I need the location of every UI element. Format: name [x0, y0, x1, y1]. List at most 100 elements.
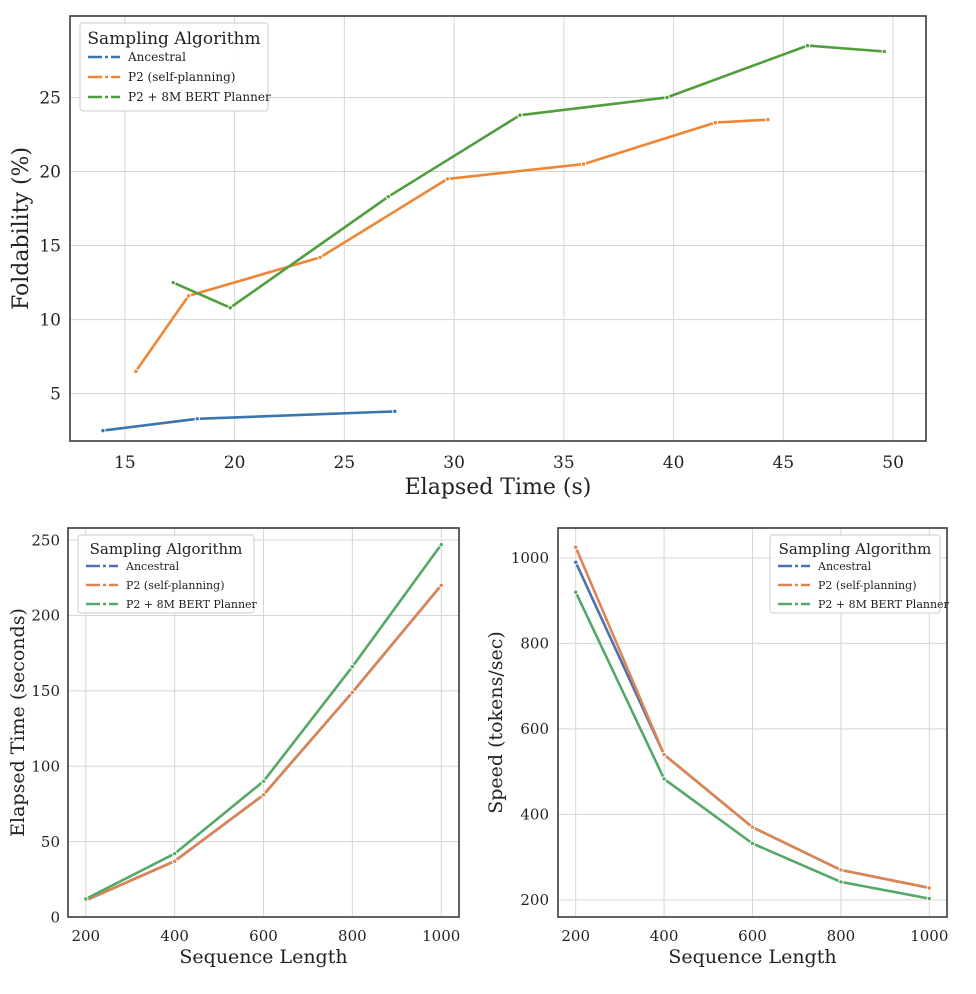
legend: Sampling Algorithm Ancestral P2 (self-plan… [77, 534, 258, 614]
data-point [664, 94, 670, 101]
legend-label: P2 + 8M BERT Planner [128, 90, 271, 104]
data-point [133, 368, 139, 375]
data-point [749, 824, 756, 830]
x-tick-label: 600 [738, 927, 767, 945]
y-tick-label: 150 [31, 682, 60, 700]
y-tick-label: 800 [520, 635, 549, 653]
data-point [385, 193, 391, 200]
legend-title: Sampling Algorithm [779, 540, 932, 558]
legend: Sampling Algorithm Ancestral P2 (self-plan… [769, 534, 950, 614]
x-tick-label: 400 [650, 927, 679, 945]
y-tick-label: 50 [41, 833, 60, 851]
x-tick-label: 600 [249, 927, 278, 945]
y-tick-label: 250 [31, 531, 60, 549]
x-tick-label: 400 [160, 927, 189, 945]
x-tick-label: 800 [338, 927, 367, 945]
y-tick-label: 15 [39, 236, 61, 256]
x-tick-label: 40 [663, 453, 685, 473]
data-point [572, 589, 579, 595]
data-point [517, 112, 523, 118]
x-axis-label: Sequence Length [668, 946, 836, 968]
data-point [185, 293, 192, 299]
x-tick-label: 200 [561, 927, 590, 945]
data-point [580, 161, 587, 167]
legend-title: Sampling Algorithm [90, 540, 243, 558]
y-tick-label: 200 [520, 891, 549, 909]
x-tick-label: 200 [71, 927, 100, 945]
legend-label: P2 + 8M BERT Planner [818, 598, 950, 611]
x-tick-label: 1000 [910, 927, 948, 945]
legend-title: Sampling Algorithm [87, 29, 260, 49]
legend-label: P2 (self-planning) [126, 579, 224, 592]
data-point [392, 408, 398, 415]
legend-label: P2 (self-planning) [818, 579, 916, 592]
data-point [260, 778, 267, 785]
legend-label: Ancestral [817, 560, 872, 573]
y-axis-label: Speed (tokens/sec) [485, 631, 507, 814]
data-point [170, 279, 176, 286]
data-point [572, 559, 579, 565]
x-tick-label: 15 [114, 453, 136, 473]
legend-box [77, 534, 255, 614]
y-tick-label: 25 [39, 88, 61, 108]
y-tick-label: 20 [39, 162, 61, 182]
chart-elapsed-vs-length: 200 400 600 800 1000 0 50 100 150 200 250 Sequence … [7, 527, 460, 968]
plot-frame [69, 15, 927, 442]
data-point [749, 840, 756, 847]
data-point [926, 885, 933, 891]
data-point [438, 541, 444, 548]
data-point [349, 664, 356, 670]
data-point [572, 544, 579, 550]
data-point [838, 867, 844, 873]
chart-speed-vs-length: 200 400 600 800 1000 200 400 600 800 1000 Sequence… [485, 527, 950, 968]
series-line [101, 410, 397, 432]
data-point [661, 751, 667, 758]
plot-frame [67, 527, 460, 918]
y-tick-label: 200 [31, 607, 60, 625]
data-point [712, 119, 718, 126]
data-point [804, 42, 811, 49]
data-point [260, 792, 267, 798]
x-tick-label: 45 [773, 453, 795, 473]
data-point [83, 896, 89, 902]
x-tick-label: 30 [443, 453, 465, 473]
data-point [171, 858, 178, 864]
y-axis-label: Foldability (%) [9, 147, 34, 310]
legend-label: Ancestral [125, 560, 180, 573]
data-point [100, 427, 106, 434]
data-point [765, 116, 771, 123]
x-axis-label: Elapsed Time (s) [405, 475, 592, 500]
data-point [438, 582, 444, 588]
y-tick-label: 10 [39, 311, 61, 331]
data-point [171, 850, 178, 857]
y-tick-label: 1000 [511, 549, 549, 567]
data-point [881, 48, 887, 55]
legend-box [769, 534, 941, 614]
data-point [349, 689, 356, 696]
y-tick-label: 5 [50, 385, 61, 405]
legend-label: P2 + 8M BERT Planner [126, 598, 258, 611]
data-point [227, 305, 233, 311]
data-point [661, 776, 667, 782]
x-tick-label: 1000 [422, 927, 460, 945]
x-axis-label: Sequence Length [179, 946, 347, 968]
y-axis-label: Elapsed Time (seconds) [7, 608, 29, 837]
legend-box [79, 22, 269, 112]
x-tick-label: 20 [224, 453, 246, 473]
data-point [926, 895, 933, 902]
x-tick-label: 25 [334, 453, 356, 473]
legend-label: Ancestral [127, 50, 186, 64]
x-tick-label: 50 [882, 453, 904, 473]
y-tick-label: 0 [50, 908, 60, 926]
plot-frame [557, 527, 948, 918]
y-tick-label: 600 [520, 720, 549, 738]
x-tick-label: 35 [553, 453, 575, 473]
data-point [444, 176, 451, 182]
data-point [317, 254, 323, 261]
data-point [838, 879, 844, 885]
y-tick-label: 400 [520, 806, 549, 824]
legend-label: P2 (self-planning) [128, 70, 235, 84]
chart-foldability-vs-time: 15 20 25 30 35 40 45 50 5 10 15 20 25 Elapsed Time (s… [9, 15, 927, 500]
